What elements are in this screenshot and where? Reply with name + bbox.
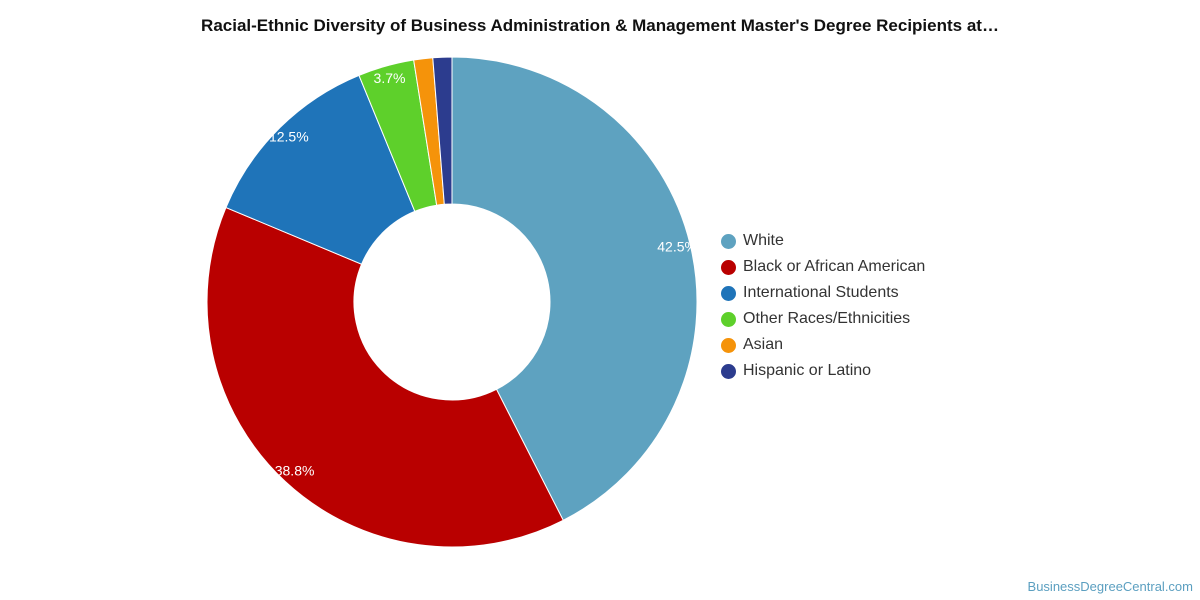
legend-swatch [721,337,736,353]
legend-swatch [721,285,736,301]
slice-hispanic-or-latino[interactable] [432,56,453,205]
chart-title: Racial-Ethnic Diversity of Business Admi… [201,16,999,35]
slice-value-label: 3.7% [374,70,406,86]
legend-label: International Students [743,284,899,301]
legend-swatch [721,259,736,275]
chart-legend: White Black or African American Internatio… [721,228,1161,384]
legend-swatch [721,311,736,327]
legend-item[interactable]: Hispanic or Latino [721,358,1161,384]
slice-black-or-african-american[interactable] [206,206,564,548]
legend-item[interactable]: Asian [721,332,1161,358]
legend-item[interactable]: Other Races/Ethnicities [721,306,1161,332]
legend-label: Asian [743,336,784,353]
slice-value-label: 38.8% [275,462,315,478]
legend-swatch [721,363,736,379]
slice-value-label: 12.5% [269,128,309,144]
slice-white[interactable] [451,56,698,521]
slice-international-students[interactable] [225,74,416,265]
legend-item[interactable]: White [721,228,1161,254]
legend-label: Hispanic or Latino [743,362,872,379]
legend-label: Black or African American [743,258,926,275]
legend-label: White [743,232,784,249]
slice-value-label: 42.5% [657,239,697,255]
legend-label: Other Races/Ethnicities [743,310,911,327]
legend-item[interactable]: International Students [721,280,1161,306]
legend-item[interactable]: Black or African American [721,254,1161,280]
legend-swatch [721,233,736,249]
source-credit[interactable]: BusinessDegreeCentral.com [1027,579,1193,594]
